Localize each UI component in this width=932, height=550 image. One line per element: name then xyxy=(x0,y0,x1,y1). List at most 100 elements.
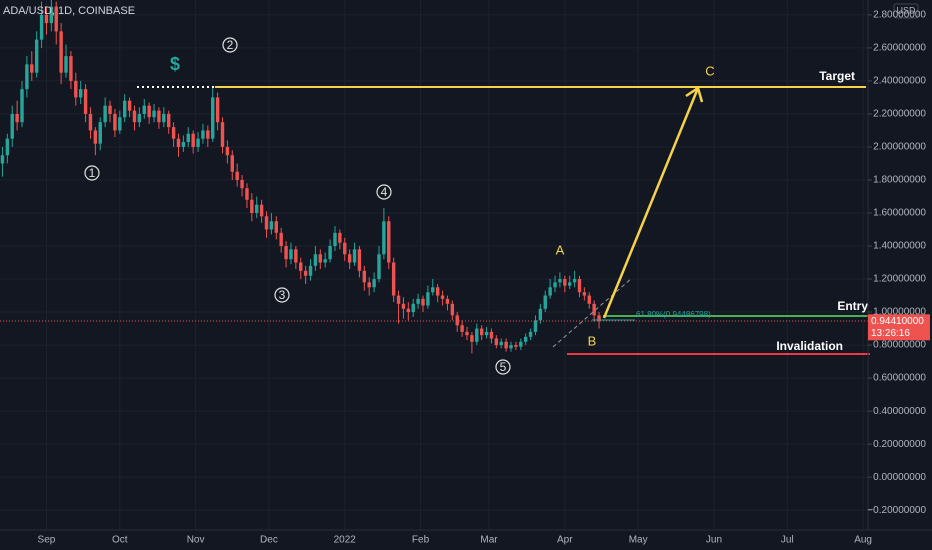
candle-body xyxy=(93,130,98,144)
countdown-label: 13:26:16 xyxy=(871,328,910,339)
x-tick-label: Mar xyxy=(480,535,498,546)
candle-body xyxy=(284,246,288,260)
x-tick-label: Aug xyxy=(854,535,872,546)
candle-body xyxy=(196,138,200,147)
candle-body xyxy=(211,97,215,139)
candle-body xyxy=(240,179,244,189)
x-tick-label: Feb xyxy=(412,535,430,546)
drawings: 1 2 3 4 5 $ A B C Target Entry Invalidat… xyxy=(0,37,870,375)
candle-body xyxy=(572,279,577,283)
candle-body xyxy=(181,141,186,147)
candle-body xyxy=(406,308,411,313)
candle-body xyxy=(494,338,499,346)
candle-body xyxy=(396,295,401,304)
candle-body xyxy=(118,117,122,131)
candle-body xyxy=(235,171,239,180)
wave-b: B xyxy=(588,333,597,348)
candle-body xyxy=(377,254,381,280)
projection-arrow xyxy=(602,87,700,319)
y-tick-label: 1.60000000 xyxy=(873,208,926,219)
candle-body xyxy=(523,336,528,342)
candle-body xyxy=(303,270,308,276)
target-label: Target xyxy=(819,69,855,83)
candle-body xyxy=(318,254,323,263)
wave-c: C xyxy=(705,63,714,78)
currency-label: USD xyxy=(896,5,916,15)
candle-body xyxy=(416,298,420,304)
candle-body xyxy=(338,232,342,243)
candle-body xyxy=(357,249,362,271)
candle-body xyxy=(538,308,543,321)
candle-body xyxy=(387,221,391,263)
x-tick-label: Apr xyxy=(557,535,573,546)
candle-body xyxy=(5,138,10,156)
candle-body xyxy=(78,89,83,98)
x-tick-label: Dec xyxy=(260,535,278,546)
y-tick-label: 0.80000000 xyxy=(873,340,926,351)
candle-body xyxy=(39,14,44,40)
candle-body xyxy=(122,100,127,118)
candle-body xyxy=(127,100,132,111)
candle-body xyxy=(142,105,146,114)
y-tick-label: 1.20000000 xyxy=(873,274,926,285)
x-tick-label: 2022 xyxy=(334,535,357,546)
candle-body xyxy=(10,113,14,139)
candle-body xyxy=(274,221,279,233)
chart-title: ADA/USD, 1D, COINBASE xyxy=(3,5,135,17)
candle-body xyxy=(504,341,508,349)
candle-body xyxy=(563,279,567,286)
candle-body xyxy=(215,97,220,123)
y-tick-label: 1.80000000 xyxy=(873,175,926,186)
candle-body xyxy=(352,249,357,263)
candle-body xyxy=(162,113,166,123)
candle-body xyxy=(230,155,234,172)
candle-body xyxy=(509,345,513,349)
candle-body xyxy=(582,292,587,296)
candle-body xyxy=(250,199,254,213)
y-tick-label: 2.20000000 xyxy=(873,109,926,120)
wave-label: 5 xyxy=(500,360,507,374)
candle-body xyxy=(220,122,225,147)
candle-body xyxy=(372,279,376,288)
y-tick-label: −0.20000000 xyxy=(867,505,926,516)
candle-body xyxy=(577,279,582,293)
candle-body xyxy=(426,292,430,306)
wave-label: 2 xyxy=(227,38,234,52)
candle-body xyxy=(435,287,440,296)
candle-body xyxy=(201,130,205,139)
candle-body xyxy=(147,105,151,118)
candle-body xyxy=(567,282,572,286)
candle-body xyxy=(152,110,156,118)
candle-body xyxy=(264,216,269,230)
candle-body xyxy=(191,133,195,147)
x-tick-label: Oct xyxy=(112,535,128,546)
wave-a: A xyxy=(556,242,565,257)
candle-body xyxy=(440,295,445,299)
wave-label: 1 xyxy=(89,166,96,180)
wave-circle xyxy=(84,165,100,181)
x-tick-label: Nov xyxy=(187,535,205,546)
candle-body xyxy=(475,328,479,342)
candle-body xyxy=(25,64,29,90)
candles xyxy=(0,0,601,354)
candle-body xyxy=(445,298,450,304)
candle-body xyxy=(113,113,117,131)
candle-body xyxy=(157,110,161,123)
candle-body xyxy=(343,242,347,255)
grid xyxy=(0,0,868,530)
candle-body xyxy=(431,287,435,293)
candle-body xyxy=(137,113,142,123)
candle-body xyxy=(83,89,88,114)
candle-body xyxy=(255,204,259,213)
wave-circle xyxy=(495,359,511,375)
fib-trend-line xyxy=(552,277,633,348)
y-tick-label: 2.40000000 xyxy=(873,76,926,87)
candle-body xyxy=(333,232,337,247)
candle-body xyxy=(294,249,298,263)
candle-body xyxy=(328,246,332,260)
candle-body xyxy=(597,315,601,322)
wave-label: 4 xyxy=(381,185,388,199)
candle-body xyxy=(15,113,19,123)
x-tick-label: Jun xyxy=(706,535,722,546)
